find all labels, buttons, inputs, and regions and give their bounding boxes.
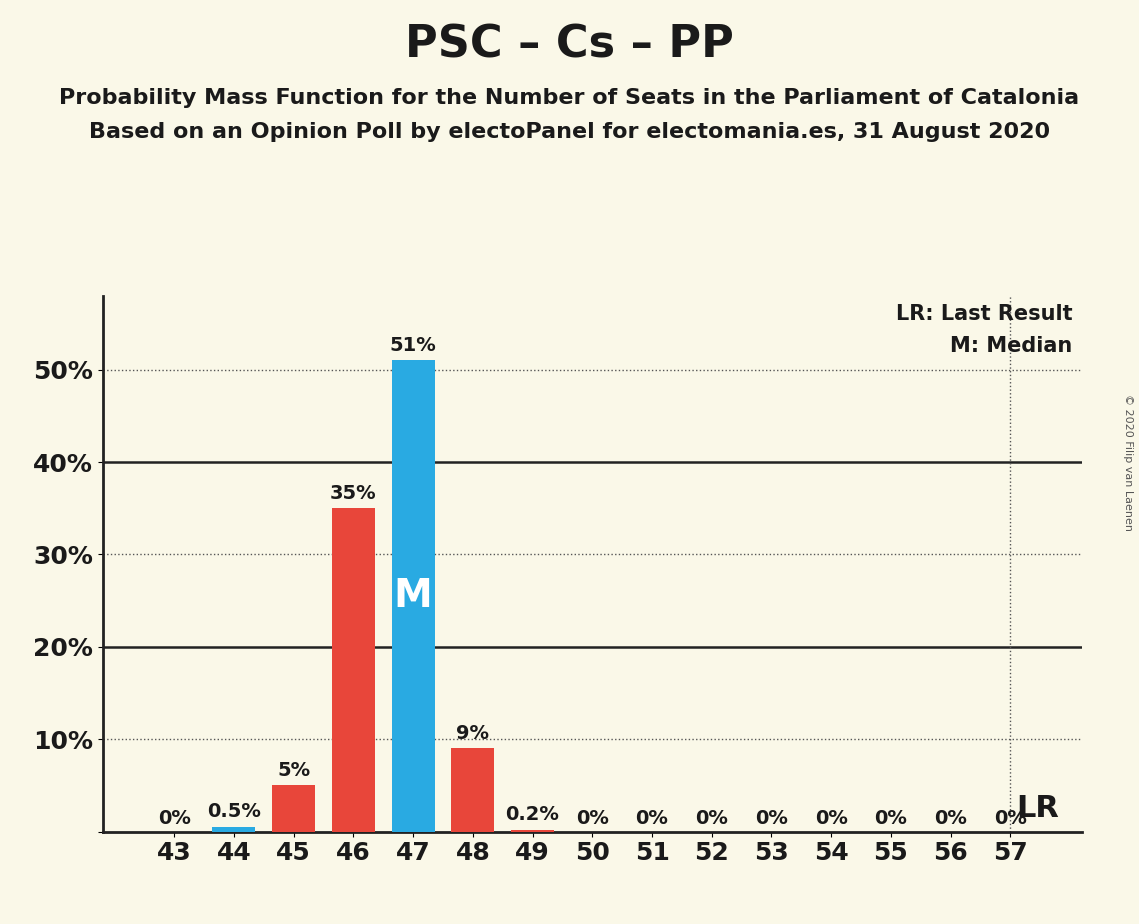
Text: 0.2%: 0.2% xyxy=(506,805,559,824)
Text: 0%: 0% xyxy=(695,808,728,828)
Text: PSC – Cs – PP: PSC – Cs – PP xyxy=(405,23,734,67)
Text: 35%: 35% xyxy=(330,483,377,503)
Text: 0%: 0% xyxy=(934,808,967,828)
Text: 0%: 0% xyxy=(755,808,788,828)
Bar xyxy=(451,748,494,832)
Text: 0%: 0% xyxy=(875,808,908,828)
Text: M: Median: M: Median xyxy=(950,336,1072,356)
Bar xyxy=(331,508,375,832)
Text: 51%: 51% xyxy=(390,335,436,355)
Text: 0%: 0% xyxy=(814,808,847,828)
Text: 0.5%: 0.5% xyxy=(207,802,261,821)
Bar xyxy=(212,827,255,832)
Text: 5%: 5% xyxy=(277,760,310,780)
Text: LR: Last Result: LR: Last Result xyxy=(895,304,1072,323)
Text: 0%: 0% xyxy=(636,808,669,828)
Text: LR: LR xyxy=(1016,794,1059,823)
Bar xyxy=(272,785,316,832)
Text: Probability Mass Function for the Number of Seats in the Parliament of Catalonia: Probability Mass Function for the Number… xyxy=(59,88,1080,108)
Text: 0%: 0% xyxy=(994,808,1027,828)
Text: 0%: 0% xyxy=(576,808,608,828)
Bar xyxy=(392,360,435,832)
Text: © 2020 Filip van Laenen: © 2020 Filip van Laenen xyxy=(1123,394,1133,530)
Text: M: M xyxy=(394,577,433,615)
Text: 9%: 9% xyxy=(457,723,490,743)
Text: 0%: 0% xyxy=(157,808,190,828)
Text: Based on an Opinion Poll by electoPanel for electomania.es, 31 August 2020: Based on an Opinion Poll by electoPanel … xyxy=(89,122,1050,142)
Bar xyxy=(511,830,554,832)
